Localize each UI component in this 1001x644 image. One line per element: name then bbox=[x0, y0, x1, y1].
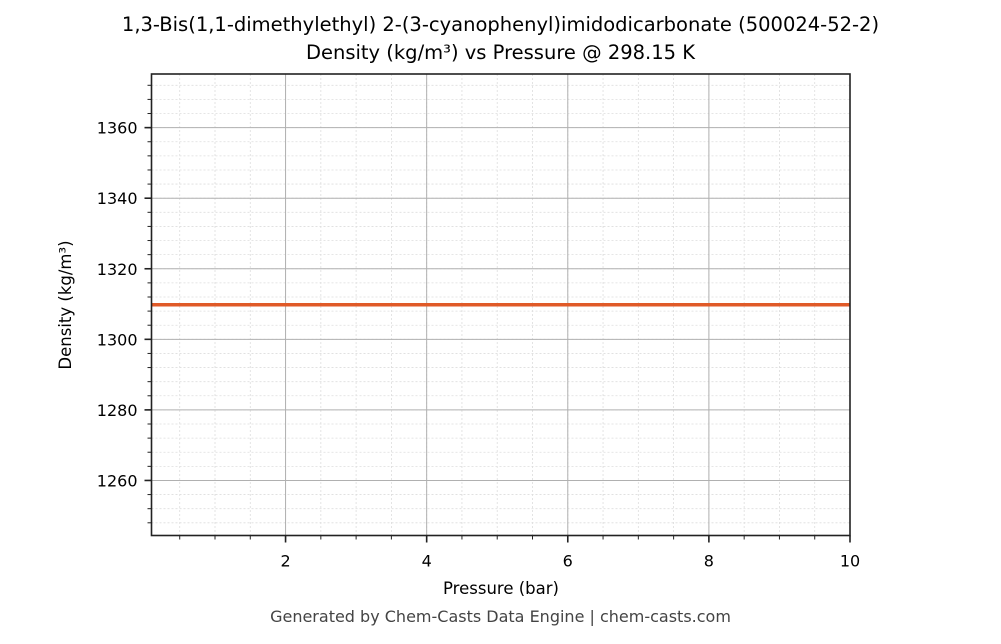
y-tick-label: 1300 bbox=[97, 330, 138, 349]
plot-frame bbox=[150, 73, 851, 537]
x-tick-label: 6 bbox=[563, 552, 573, 571]
x-tick-label: 2 bbox=[280, 552, 290, 571]
y-axis-label: Density (kg/m³) bbox=[56, 240, 75, 369]
x-tick-label: 10 bbox=[840, 552, 860, 571]
chart-title-line1: 1,3-Bis(1,1-dimethylethyl) 2-(3-cyanophe… bbox=[121, 13, 880, 36]
y-tick-label: 1320 bbox=[97, 260, 138, 279]
y-tick-label: 1260 bbox=[97, 471, 138, 490]
y-tick-label: 1340 bbox=[97, 189, 138, 208]
x-tick-labels: 2 4 6 8 10 bbox=[280, 552, 860, 571]
y-tick-label: 1360 bbox=[97, 119, 138, 138]
axis-ticks bbox=[144, 84, 851, 543]
x-tick-label: 8 bbox=[704, 552, 714, 571]
footer-credit: Generated by Chem-Casts Data Engine | ch… bbox=[270, 607, 731, 626]
x-axis-label: Pressure (bar) bbox=[443, 579, 559, 598]
y-tick-label: 1280 bbox=[97, 401, 138, 420]
y-tick-labels: 1260 1280 1300 1320 1340 1360 bbox=[97, 119, 138, 491]
x-tick-label: 4 bbox=[422, 552, 432, 571]
chart-title-line2: Density (kg/m³) vs Pressure @ 298.15 K bbox=[305, 41, 696, 64]
